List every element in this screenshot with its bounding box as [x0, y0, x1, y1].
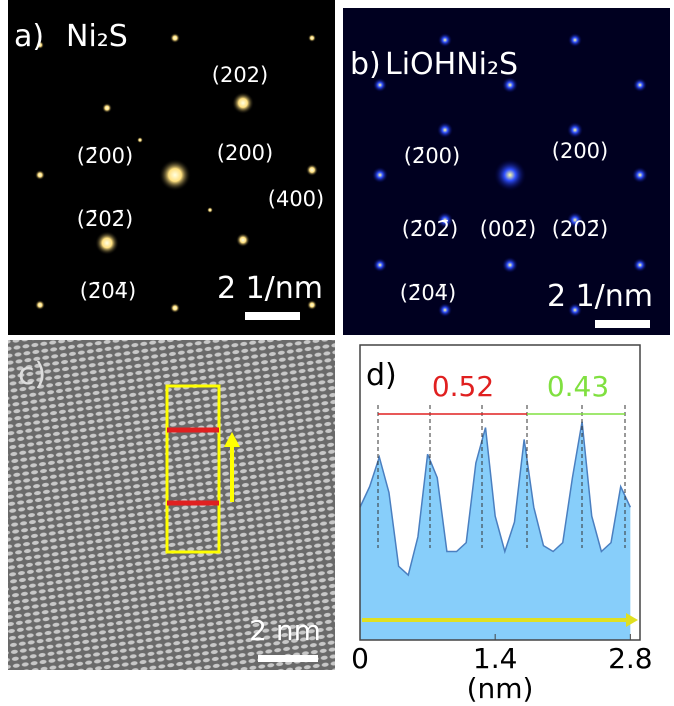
miller-index: (202̄): [552, 217, 608, 241]
miller-index: (2̄02̄): [77, 207, 133, 231]
sample-name: Ni₂S: [66, 19, 128, 54]
miller-index: (2̄04̄): [400, 281, 456, 305]
figure: a) Ni₂S (202) (2̄00) (200) (400) (2̄02̄)…: [0, 0, 674, 706]
miller-index: (002̄): [480, 217, 536, 241]
scale-bar-label: 2 1/nm: [217, 271, 323, 306]
scale-bar: [595, 320, 650, 328]
panel-b: b) LiOHNi₂S (2̄00) (200) (2̄02̄) (002̄) …: [343, 8, 670, 335]
sample-name: LiOHNi₂S: [385, 47, 518, 82]
panel-label: c): [18, 357, 46, 392]
annotation: 0.43: [547, 370, 609, 403]
panel-label: a): [14, 19, 44, 54]
panel-a: a) Ni₂S (202) (2̄00) (200) (400) (2̄02̄)…: [8, 0, 335, 335]
x-axis-label: (nm): [467, 672, 534, 705]
miller-index: (2̄04̄): [80, 279, 136, 303]
panel-d: d) 0.52 0.43 (nm) 0 1.4 2.8: [351, 345, 653, 705]
miller-index: (2̄02̄): [402, 217, 458, 241]
x-tick-label: 2.8: [608, 642, 653, 675]
scale-bar: [258, 655, 318, 662]
panel-label: b): [350, 47, 381, 82]
scale-bar-label: 2 1/nm: [547, 279, 653, 314]
panel-c: c) 2 nm: [8, 340, 335, 670]
miller-index: (2̄00): [77, 144, 133, 168]
x-tick-label: 0: [351, 642, 369, 675]
miller-index: (200): [552, 139, 608, 163]
scale-bar-label: 2 nm: [249, 614, 321, 647]
panel-label: d): [366, 358, 397, 393]
annotation: 0.52: [432, 370, 494, 403]
miller-index: (200): [217, 141, 273, 165]
scale-bar: [245, 312, 300, 320]
miller-index: (2̄00): [404, 144, 460, 168]
miller-index: (202): [212, 63, 268, 87]
x-tick-label: 1.4: [473, 642, 518, 675]
miller-index: (400): [268, 187, 324, 211]
